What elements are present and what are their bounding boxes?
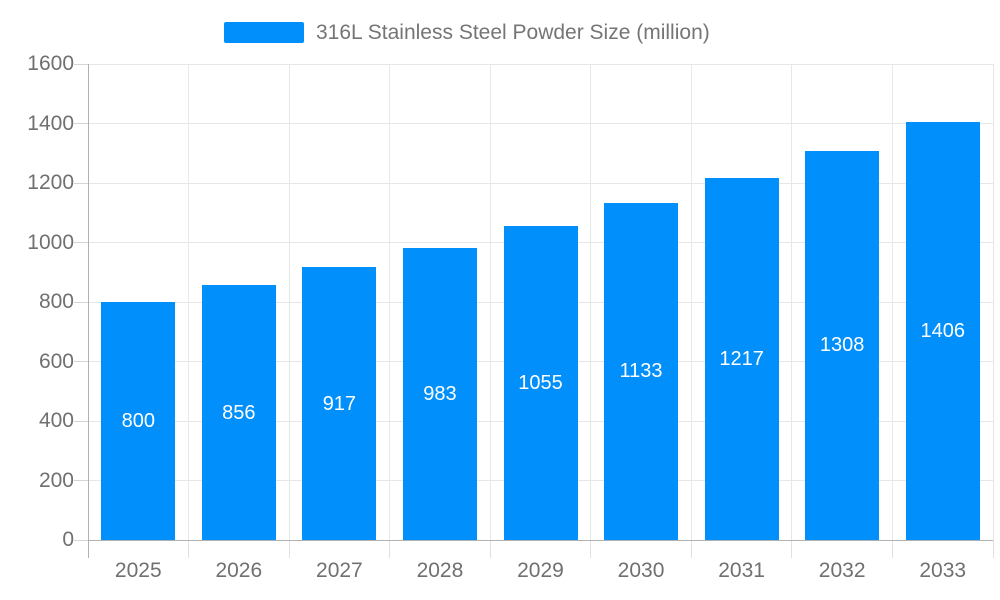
x-axis-category-label: 2033 [919,559,967,582]
x-axis-tick [288,540,290,558]
gridline-vertical [791,64,793,540]
bar-2030[interactable] [604,202,679,540]
x-axis-category-label: 2028 [416,559,464,582]
gridline-horizontal [88,123,993,124]
x-axis-tick [489,540,491,558]
bar-2026[interactable] [201,285,276,540]
y-axis-tick-label: 800 [38,290,74,313]
bar-2028[interactable] [402,247,477,540]
bar-2029[interactable] [503,226,578,540]
bar-value-label: 917 [322,392,357,415]
bar-2033[interactable] [905,121,980,540]
x-axis-category-label: 2025 [114,559,162,582]
x-axis-category-label: 2026 [215,559,263,582]
y-axis-tick-label: 1400 [27,111,74,135]
bar-value-label: 1308 [819,334,865,357]
y-axis-tick [74,420,88,422]
y-axis-tick [74,242,88,243]
x-axis-category-label: 2032 [818,559,866,582]
x-axis-tick [590,540,592,558]
gridline-vertical [891,64,893,540]
gridline-vertical [288,64,290,540]
gridline-horizontal [88,182,993,184]
bar-2027[interactable] [302,267,377,540]
gridline-vertical [389,64,391,540]
gridline-vertical [590,64,592,540]
bar-value-label: 983 [423,382,457,405]
y-axis-tick [74,301,88,303]
bar-value-label: 1217 [719,347,764,370]
y-axis-tick [74,182,88,184]
y-axis-line [87,64,89,558]
bar-value-label: 1133 [619,360,663,383]
legend-swatch[interactable] [224,22,304,43]
bar-2031[interactable] [704,177,779,540]
x-axis-line [88,539,993,541]
y-axis-tick-label: 1000 [27,230,74,254]
y-axis-tick [74,123,88,124]
gridline-vertical [489,64,491,540]
y-axis-tick-label: 1200 [27,171,74,194]
y-axis-tick [74,361,88,362]
x-axis-category-label: 2029 [517,559,564,582]
x-axis-tick [690,540,692,558]
y-axis-tick-label: 1600 [27,52,74,75]
y-axis-tick [74,480,88,481]
chart-legend: 316L Stainless Steel Powder Size (millio… [0,14,1000,50]
bar-value-label: 1406 [920,319,965,342]
gridline-horizontal [88,63,993,65]
x-axis-category-label: 2031 [718,559,765,582]
x-axis-tick [188,540,190,558]
gridline-vertical [188,64,190,540]
gridline-vertical [992,64,994,540]
bar-value-label: 856 [222,401,256,424]
legend-label[interactable]: 316L Stainless Steel Powder Size (millio… [316,21,710,44]
y-axis-tick [74,539,88,541]
x-axis-tick [891,540,893,558]
x-axis-tick [791,540,793,558]
y-axis-tick [74,63,88,65]
y-axis-tick-label: 600 [38,349,74,373]
bar-value-label: 1055 [518,372,563,395]
x-axis-tick [992,540,994,558]
bar-2025[interactable] [101,302,176,540]
y-axis-tick-label: 200 [38,468,74,492]
bar-value-label: 800 [121,410,155,432]
x-axis-tick [389,540,391,558]
bar-2032[interactable] [805,150,880,540]
y-axis-tick-label: 0 [62,528,74,551]
x-axis-category-label: 2030 [617,559,665,582]
x-axis-category-label: 2027 [316,559,363,582]
gridline-vertical [690,64,692,540]
y-axis-tick-label: 400 [38,409,74,432]
